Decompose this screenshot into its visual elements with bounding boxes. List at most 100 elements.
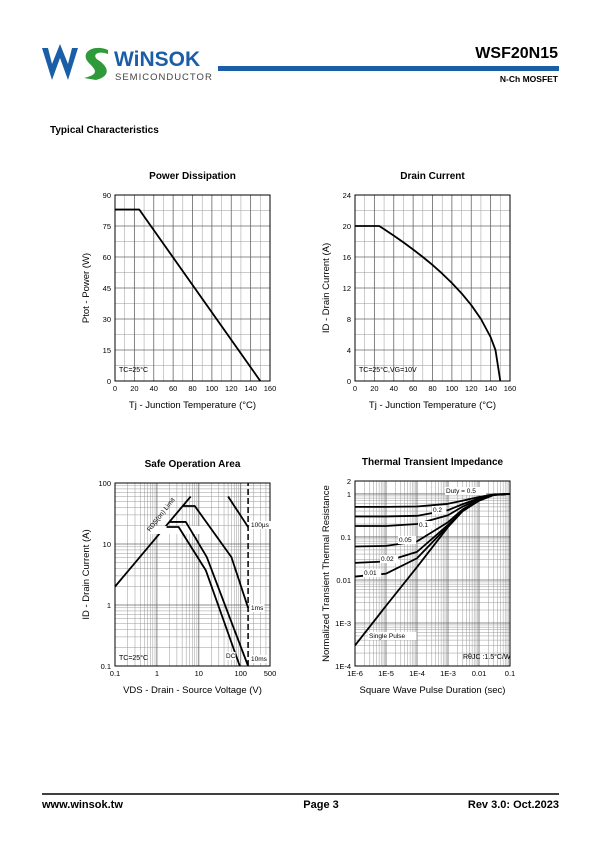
series-label: 0.05 [399,537,412,544]
chart: 0 20 40 60 80 100 120 140 160 0 15 30 45 60 75 90 Power … [81,171,276,411]
series-label-bg [250,604,265,612]
footer-website: www.winsok.tw [41,799,123,811]
series-label: 0.01 [364,570,377,577]
series-label-bg [225,652,236,660]
series-label: 1ms [251,605,264,612]
x-tick-label: 20 [370,384,378,393]
y-tick-label: 4 [347,346,351,355]
y-axis-label: Ptot - Power (W) [81,253,92,323]
x-tick-label: 0.01 [472,669,487,678]
series-label-bg [445,487,486,495]
x-tick-label: 0 [353,384,357,393]
x-tick-label: 160 [504,384,517,393]
chart: 0 20 40 60 80 100 120 140 160 0 4 8 12 16 20 24 Drain Cu… [321,171,516,411]
series-line [182,505,249,609]
y-tick-label: 0.1 [341,533,351,542]
y-tick-label: 1E-3 [335,619,351,628]
series-label: Duty = 0.5 [446,488,476,495]
y-tick-label: 10 [103,540,111,549]
y-tick-label: 16 [343,253,351,262]
section-title: Typical Characteristics [50,125,159,136]
logo-mark [42,44,78,80]
y-tick-label: 100 [98,479,111,488]
x-tick-label: 80 [188,384,196,393]
x-tick-label: 1 [155,669,159,678]
x-tick-label: 1E-6 [347,669,363,678]
series-label: 0.2 [433,507,442,514]
x-tick-label: 0.1 [110,669,120,678]
x-tick-label: 160 [264,384,277,393]
footer-revision: Rev 3.0: Oct.2023 [468,799,559,811]
x-tick-label: 40 [390,384,398,393]
y-axis-label: Normalized Transient Thermal Resistance [321,485,332,662]
y-tick-label: 30 [103,315,111,324]
x-tick-label: 10 [195,669,203,678]
y-tick-label: 1E-4 [335,662,351,671]
chart: 0.1 1 10 100 500 0.1 1 10 100 Safe Operation Area… [81,459,276,696]
x-tick-label: 120 [225,384,238,393]
annotation: TC=25°C [119,366,148,374]
x-tick-label: 0 [113,384,117,393]
series-label: DC [226,653,236,660]
chart-title: Power Dissipation [149,171,236,182]
x-tick-label: 40 [150,384,158,393]
x-tick-label: 60 [409,384,417,393]
chart-title: Safe Operation Area [145,459,241,470]
header-bar [218,66,559,71]
y-tick-label: 1 [347,490,351,499]
y-tick-label: 0 [107,377,111,386]
part-number: WSF20N15 [475,45,558,62]
chart-title: Drain Current [400,171,465,182]
series-label-bg [250,521,272,529]
y-tick-label: 60 [103,253,111,262]
series-line [114,495,192,588]
annotation: TC=25°C,VG=10V [359,366,417,374]
y-tick-label: 15 [103,346,111,355]
series-label-bg [432,506,447,514]
series-label: 100µs [251,522,270,529]
x-axis-label: Tj - Junction Temperature (°C) [129,400,256,411]
series-line [169,521,249,667]
series-line [355,225,502,382]
y-tick-label: 12 [343,284,351,293]
logo: WiNSOK SEMICONDUCTOR [42,44,213,83]
x-tick-label: 0.1 [505,669,515,678]
series-label-bg [380,555,399,563]
y-tick-label: 0.01 [336,576,351,585]
series-label-bg [149,526,202,534]
x-axis-label: Square Wave Pulse Duration (sec) [360,685,506,696]
y-tick-label: 0.1 [101,662,111,671]
series-label-bg [418,521,433,529]
plot-frame [354,194,511,382]
series-label-bg [398,536,417,544]
x-tick-label: 100 [206,384,219,393]
x-tick-label: 80 [428,384,436,393]
series-label: 0.02 [381,556,394,563]
y-axis-label: ID - Drain Current (A) [81,529,92,619]
footer-page: Page 3 [303,799,338,811]
logo-mark [84,47,108,80]
y-tick-label: 8 [347,315,351,324]
x-tick-label: 1E-5 [378,669,394,678]
annotation: TC=25°C [119,654,148,662]
y-tick-label: 1 [107,601,111,610]
y-tick-label: 90 [103,191,111,200]
y-tick-label: 2 [347,477,351,486]
plot-frame [114,194,271,382]
brand: WiNSOK [114,48,200,71]
x-tick-label: 140 [244,384,257,393]
y-axis-label: ID - Drain Current (A) [321,243,332,333]
series-label: Single Pulse [369,633,406,640]
x-tick-label: 500 [264,669,277,678]
x-tick-label: 120 [465,384,478,393]
x-tick-label: 100 [234,669,247,678]
series-line [354,493,511,647]
brand-subtitle: SEMICONDUCTOR [115,72,213,83]
x-tick-label: 1E-4 [409,669,425,678]
y-tick-label: 75 [103,222,111,231]
plot-frame [354,480,511,667]
y-tick-label: 24 [343,191,351,200]
series-label-bg [368,632,417,640]
series-label: 0.1 [419,522,428,529]
